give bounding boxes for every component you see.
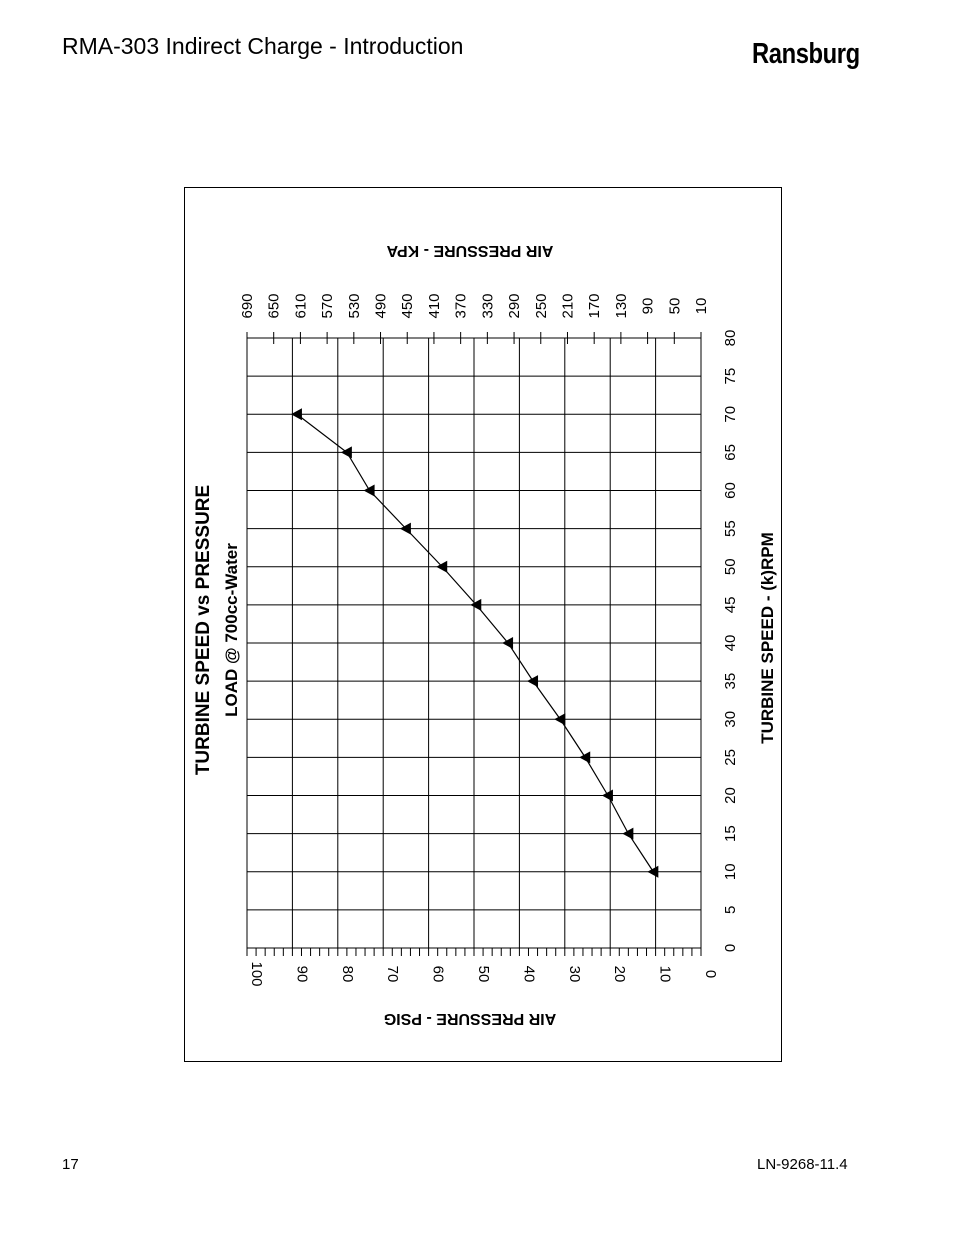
data-point-marker	[290, 408, 302, 421]
kpa-tick-label: 170	[586, 293, 603, 318]
psig-tick-label: 30	[566, 966, 583, 983]
kpa-tick-label: 290	[506, 293, 523, 318]
chart-grid	[246, 337, 702, 949]
data-point-marker	[601, 789, 613, 802]
data-point-marker	[399, 522, 411, 535]
speed-tick-label: 10	[722, 863, 739, 880]
psig-tick-label: 40	[520, 966, 537, 983]
kpa-tick-label: 250	[533, 293, 550, 318]
kpa-tick-label: 450	[399, 293, 416, 318]
psig-tick-label: 90	[293, 966, 310, 983]
chart-title: TURBINE SPEED vs PRESSURE	[193, 485, 214, 775]
speed-tick-label: 80	[722, 330, 739, 347]
kpa-tick-label: 210	[559, 293, 576, 318]
speed-tick-label: 30	[722, 711, 739, 728]
psig-tick-label: 100	[248, 961, 265, 986]
psig-tick-label: 60	[430, 966, 447, 983]
data-point-marker	[502, 637, 514, 649]
data-point-marker	[340, 446, 352, 459]
speed-tick-label: 45	[722, 597, 739, 614]
speed-tick-label: 0	[722, 944, 739, 952]
kpa-tick-label: 490	[373, 293, 390, 318]
kpa-tick-label: 690	[239, 293, 256, 318]
data-point-marker	[470, 598, 482, 611]
speed-tick-label: 15	[722, 825, 739, 842]
document-number: LN-9268-11.4	[757, 1156, 848, 1173]
chart-subtitle: LOAD @ 700cc-Water	[222, 543, 241, 717]
speed-tick-label: 70	[722, 406, 739, 423]
kpa-tick-label: 410	[426, 293, 443, 318]
chart-ticks	[246, 332, 702, 956]
page-header-title: RMA-303 Indirect Charge - Introduction	[62, 33, 464, 59]
data-point-marker	[363, 484, 375, 497]
data-point-marker	[579, 751, 591, 764]
data-point-marker	[527, 675, 539, 688]
data-point-marker	[436, 560, 448, 573]
data-point-marker	[647, 865, 659, 878]
kpa-tick-label: 370	[453, 293, 470, 318]
speed-tick-label: 75	[722, 368, 739, 385]
psig-tick-label: 0	[702, 970, 719, 978]
data-point-marker	[622, 827, 634, 840]
speed-tick-label: 60	[722, 482, 739, 499]
data-point-marker	[554, 713, 566, 726]
speed-tick-label: 55	[722, 520, 739, 537]
psig-tick-label: 50	[475, 966, 492, 983]
brand-logo: Ransburg	[752, 38, 860, 70]
speed-tick-label: 25	[722, 749, 739, 766]
kpa-axis-label: AIR PRESSURE - KPA	[386, 242, 553, 259]
kpa-tick-label: 530	[346, 293, 363, 318]
psig-tick-label: 80	[339, 966, 356, 983]
speed-tick-label: 20	[722, 787, 739, 804]
kpa-tick-label: 130	[613, 293, 630, 318]
kpa-tick-label: 90	[640, 298, 657, 315]
kpa-tick-label: 650	[266, 293, 283, 318]
kpa-tick-label: 50	[666, 298, 683, 315]
kpa-tick-label: 10	[693, 298, 710, 315]
speed-tick-label: 40	[722, 635, 739, 652]
speed-tick-label: 50	[722, 558, 739, 575]
page-number: 17	[62, 1156, 79, 1173]
psig-axis-label: AIR PRESSURE - PSIG	[384, 1010, 556, 1027]
speed-tick-label: 65	[722, 444, 739, 461]
chart-series	[290, 408, 659, 878]
psig-tick-label: 70	[384, 966, 401, 983]
psig-tick-label: 10	[657, 966, 674, 983]
speed-tick-label: 5	[722, 906, 739, 914]
speed-tick-label: 35	[722, 673, 739, 690]
psig-tick-label: 20	[611, 966, 628, 983]
x-axis-label: TURBINE SPEED - (k)RPM	[758, 532, 777, 744]
kpa-tick-label: 610	[292, 293, 309, 318]
chart-frame: 0 5 10 15 20 25 30 35 40 45 50 55 60 65 70 75 80 100 90 80 7…	[184, 187, 782, 1062]
kpa-tick-label: 570	[319, 293, 336, 318]
kpa-tick-label: 330	[479, 293, 496, 318]
